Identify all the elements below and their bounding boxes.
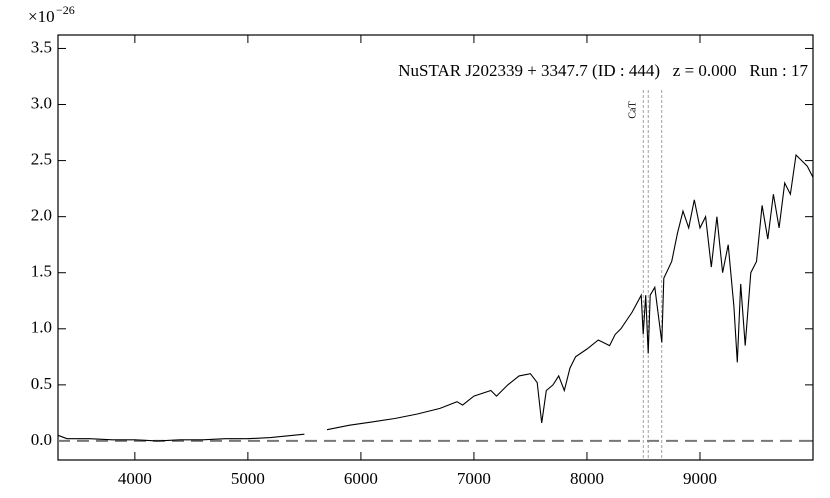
y-tick-label: 2.5	[31, 149, 52, 168]
y-scale-base: ×10	[28, 7, 55, 26]
annotation: NuSTAR J202339 + 3347.7 (ID : 444) z = 0…	[398, 61, 808, 80]
y-tick-label: 3.5	[31, 37, 52, 56]
x-tick-label: 9000	[683, 469, 717, 488]
y-tick-label: 1.5	[31, 262, 52, 281]
line-marker-label: CaT	[628, 101, 639, 118]
y-tick-label: 1.0	[31, 318, 52, 337]
y-tick-label: 3.0	[31, 93, 52, 112]
x-tick-label: 5000	[231, 469, 265, 488]
spectrum-line	[57, 153, 814, 442]
y-scale-exponent: −26	[56, 3, 75, 17]
x-tick-label: 7000	[457, 469, 491, 488]
x-tick-label: 6000	[344, 469, 378, 488]
y-tick-label: 2.0	[31, 206, 52, 225]
plot-frame	[57, 34, 814, 461]
y-tick-label: 0.5	[31, 374, 52, 393]
x-tick-label: 4000	[118, 469, 152, 488]
x-tick-label: 8000	[570, 469, 604, 488]
y-tick-label: 0.0	[31, 430, 52, 449]
